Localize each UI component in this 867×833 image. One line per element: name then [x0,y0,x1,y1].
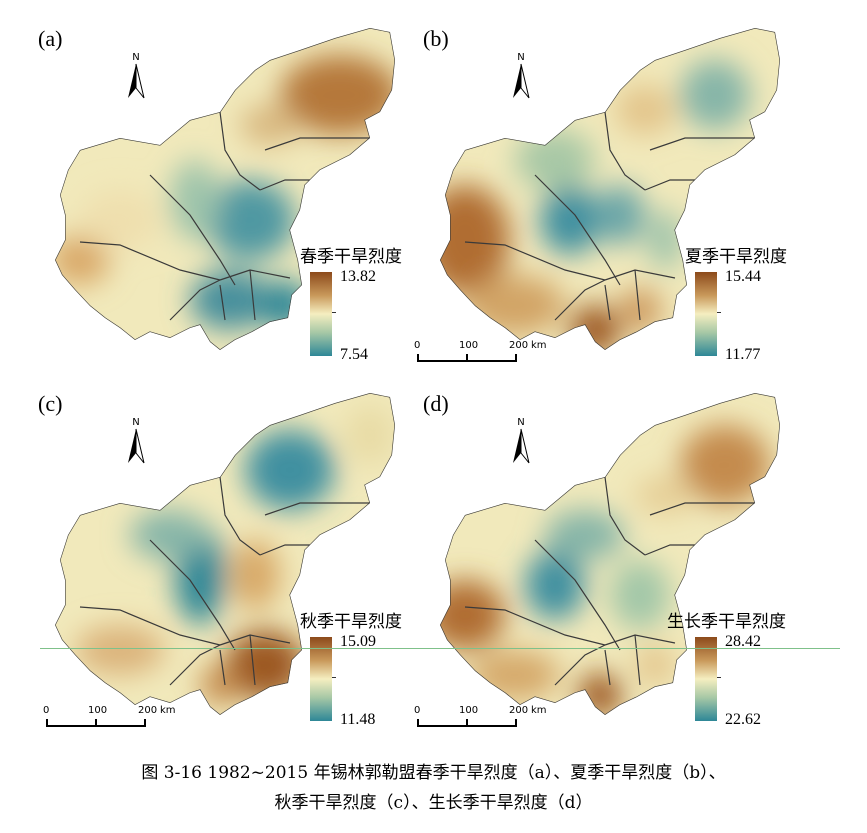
north-arrow-icon: N [513,52,530,99]
legend-max: 13.82 [340,268,376,285]
figure-caption-line1: 图 3-16 1982~2015 年锡林郭勒盟春季干旱烈度（a）、夏季干旱烈度（… [141,763,726,783]
scale-tick [466,719,468,727]
scale-label-200: 200 [138,705,158,716]
scale-bar: 0 100 200 km [411,338,601,372]
scale-label-100: 100 [459,340,479,351]
ramp-mid-tick [717,312,721,313]
scale-tick [466,354,468,362]
legend-min: 11.48 [340,711,376,728]
svg-text:N: N [132,417,139,428]
ramp-mid-tick [332,677,336,678]
legend: 秋季干旱烈度 15.09 11.48 [288,607,438,747]
panel-autumn: (c) [20,385,440,755]
legend: 春季干旱烈度 13.82 7.54 [288,242,438,382]
panel-summer: (b) [405,20,825,390]
legend-max: 15.44 [725,268,761,285]
legend-max: 28.42 [725,633,761,650]
scale-bar: 0 100 200 km [40,703,230,737]
ramp-mid-tick [332,312,336,313]
scale-tick [515,354,517,362]
panel-label: (a) [38,26,63,51]
figure-caption-line2: 秋季干旱烈度（c）、生长季干旱烈度（d） [274,793,593,813]
north-arrow-icon: N [128,52,145,99]
scale-label-0: 0 [43,705,50,716]
legend-min: 11.77 [725,346,761,363]
map-growing-season [440,393,780,715]
scale-bar: 0 100 200 km [411,703,601,737]
legend-min: 22.62 [725,711,761,728]
svg-text:N: N [132,52,139,63]
legend-min: 7.54 [340,346,368,363]
scale-unit: km [531,340,547,351]
map-spring [55,28,395,350]
scale-tick [144,719,146,727]
legend: 生长季干旱烈度 28.42 22.62 [667,607,823,747]
panel-label: (b) [423,26,449,51]
scale-label-200: 200 [509,705,529,716]
scale-label-0: 0 [414,340,421,351]
panel-growing-season: (d) [405,385,825,755]
scale-label-200: 200 [509,340,529,351]
scale-unit: km [531,705,547,716]
svg-text:N: N [517,417,524,428]
north-arrow-icon: N [513,417,530,464]
scale-tick [46,719,48,727]
legend-title: 夏季干旱烈度 [685,247,787,267]
color-ramp [695,637,717,721]
scale-label-100: 100 [459,705,479,716]
scale-tick [515,719,517,727]
svg-text:N: N [517,52,524,63]
panel-label: (d) [423,391,449,416]
legend: 夏季干旱烈度 15.44 11.77 [673,242,823,382]
color-ramp [695,272,717,356]
map-autumn [55,393,395,715]
scale-tick [95,719,97,727]
legend-max: 15.09 [340,633,376,650]
map-summer [440,28,780,350]
ramp-mid-tick [717,677,721,678]
legend-title: 春季干旱烈度 [300,247,402,267]
panel-spring: (a) [20,20,440,390]
scale-label-0: 0 [414,705,421,716]
color-ramp [310,272,332,356]
scale-tick [417,719,419,727]
legend-title: 秋季干旱烈度 [300,612,402,632]
scale-tick [417,354,419,362]
scale-label-100: 100 [88,705,108,716]
north-arrow-icon: N [128,417,145,464]
scale-unit: km [160,705,176,716]
panel-label: (c) [38,391,63,416]
guide-line [40,648,840,649]
legend-title: 生长季干旱烈度 [667,612,786,632]
color-ramp [310,637,332,721]
